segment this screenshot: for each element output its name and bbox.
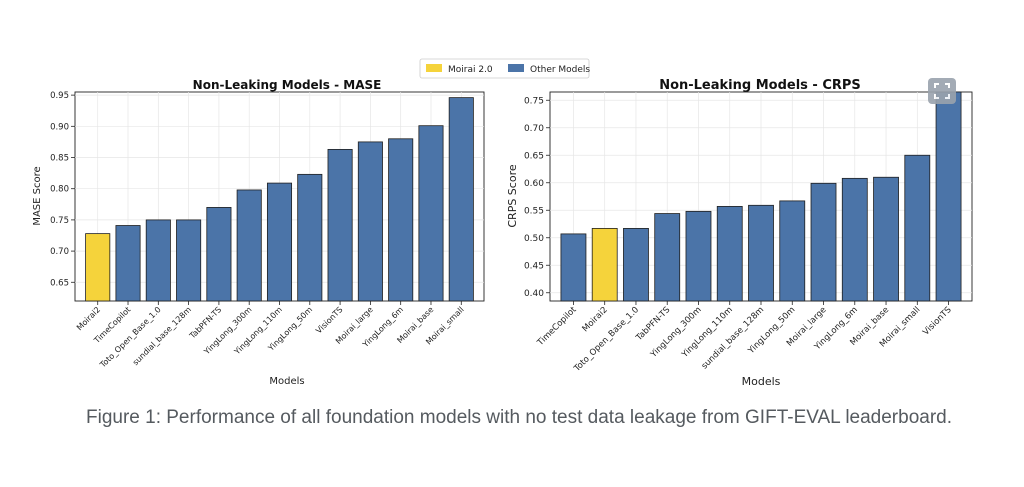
x-axis-label: Models [269, 376, 304, 387]
bar-moirai-small [904, 154, 931, 302]
x-tick-label: TimeCopilot [535, 305, 579, 349]
y-tick-label: 0.50 [524, 234, 544, 244]
bar-moirai-large [357, 141, 383, 302]
figure-caption: Figure 1: Performance of all foundation … [86, 407, 953, 428]
y-tick-label: 0.75 [524, 96, 544, 106]
bars [560, 91, 962, 302]
legend-label-moirai: Moirai 2.0 [448, 65, 493, 75]
bar-tabpfn-ts [654, 213, 681, 302]
chart-mase: Non-Leaking Models - MASE 0.650.700.750.… [32, 78, 485, 387]
bar-toto-open-base-1-0 [145, 219, 171, 302]
legend-frame [419, 58, 590, 79]
bar-yinglong-50m [779, 200, 806, 302]
y-tick-label: 0.75 [50, 216, 69, 226]
y-tick-label: 0.70 [50, 247, 69, 257]
bar-moirai-base [418, 125, 444, 302]
bar-visionts [327, 148, 353, 302]
legend-label-other: Other Models [530, 65, 590, 75]
chart-title: Non-Leaking Models - CRPS [659, 78, 861, 93]
y-tick-label: 0.45 [524, 261, 544, 271]
y-tick-label: 0.60 [524, 179, 544, 189]
bar-yinglong-300m [236, 189, 262, 302]
legend-swatch-moirai [426, 64, 442, 72]
x-axis-label: Models [742, 375, 781, 388]
bar-moirai-base [873, 176, 899, 302]
bar-yinglong-6m [841, 177, 868, 302]
bar-yinglong-50m [297, 173, 323, 302]
bar-moirai-small [448, 97, 474, 302]
bar-visionts [935, 91, 962, 302]
bar-sundial-base-128m [176, 219, 202, 302]
y-tick-label: 0.40 [524, 289, 544, 299]
y-tick-label: 0.70 [524, 124, 544, 134]
bar-moirai2 [591, 227, 618, 302]
y-axis-label: MASE Score [32, 166, 43, 225]
legend: Moirai 2.0 Other Models [419, 58, 590, 79]
y-tick-label: 0.95 [50, 91, 69, 101]
expand-image-button[interactable] [928, 78, 956, 104]
y-tick-label: 0.65 [524, 151, 544, 161]
bar-tabpfn-ts [206, 207, 232, 302]
bar-timecopilot [560, 233, 587, 302]
chart-title: Non-Leaking Models - MASE [193, 78, 382, 92]
y-tick-label: 0.90 [50, 122, 69, 132]
x-tick-label: Moirai2 [581, 305, 610, 334]
y-tick-label: 0.65 [50, 278, 69, 288]
chart-crps: Non-Leaking Models - CRPS 0.400.450.500.… [506, 78, 973, 388]
y-axis-label: CRPS Score [506, 164, 519, 227]
bar-toto-open-base-1-0 [623, 227, 649, 302]
y-axis-ticks: 0.40 0.45 0.50 0.55 0.60 0.65 0.70 0.75 [524, 96, 550, 299]
x-axis-ticks: Moirai2TimeCopilotToto_Open_Base_1.0sund… [75, 301, 466, 370]
bar-yinglong-110m [266, 182, 293, 302]
x-tick-label: Moirai2 [75, 305, 102, 332]
y-tick-label: 0.80 [50, 185, 69, 195]
bar-yinglong-6m [388, 138, 414, 302]
bar-sundial-base-128m [748, 204, 774, 302]
x-tick-label: VisionTS [314, 305, 344, 335]
x-tick-label: VisionTS [921, 305, 954, 338]
legend-swatch-other [508, 64, 524, 72]
x-axis-ticks: TimeCopilot Moirai2Toto_Open_Base_1.0TabP… [535, 301, 954, 374]
expand-icon [934, 83, 950, 99]
y-tick-label: 0.55 [524, 206, 544, 216]
bars [85, 97, 474, 302]
y-tick-label: 0.85 [50, 154, 69, 164]
bar-timecopilot [115, 225, 141, 302]
bar-moirai-large [810, 182, 837, 302]
bar-yinglong-300m [685, 210, 712, 302]
x-tick-label: sundial_base_128m [131, 305, 193, 367]
bar-yinglong-110m [716, 205, 743, 302]
bar-moirai2 [85, 233, 111, 302]
y-axis-ticks: 0.65 0.70 0.75 0.80 0.85 0.90 0.95 [50, 91, 75, 288]
